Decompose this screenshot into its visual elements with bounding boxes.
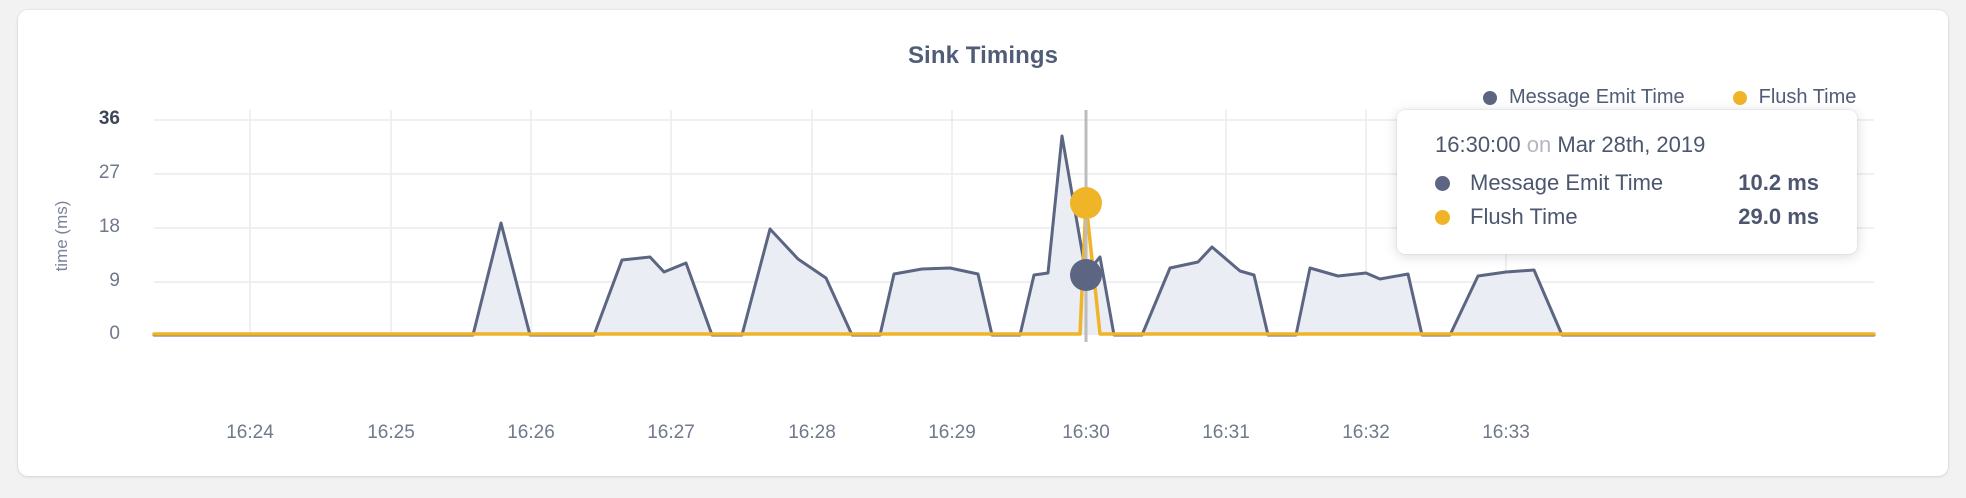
page-title: Sink Timings bbox=[907, 42, 1059, 69]
x-axis-tick-1627: 16:27 bbox=[647, 422, 695, 443]
x-axis-tick-1624: 16:24 bbox=[226, 422, 274, 443]
x-axis-tick-1630: 16:30 bbox=[1062, 422, 1110, 443]
tooltip-row-message-emit-time: Message Emit Time 10.2 ms bbox=[1435, 170, 1819, 196]
chart-card: Sink Timings bbox=[18, 10, 1948, 476]
series-dot-icon bbox=[1435, 209, 1450, 225]
x-axis-tick-1632: 16:32 bbox=[1342, 422, 1390, 443]
chart-tooltip: 16:30:00 on Mar 28th, 2019 Message Emit … bbox=[1397, 110, 1857, 254]
legend-dot-icon bbox=[1483, 90, 1497, 105]
x-axis-tick-1631: 16:31 bbox=[1202, 422, 1250, 443]
x-axis-tick-1626: 16:26 bbox=[507, 422, 555, 443]
x-axis-tick-1625: 16:25 bbox=[367, 422, 415, 443]
chart-plot-area[interactable]: time (ms) 36 27 18 9 0 16:24 16:25 16:26… bbox=[18, 10, 1948, 476]
y-axis-tick-36: 36 bbox=[98, 108, 120, 129]
tooltip-header: 16:30:00 on Mar 28th, 2019 bbox=[1435, 132, 1819, 158]
legend-dot-icon bbox=[1732, 90, 1747, 105]
legend-item-flush-time[interactable]: Flush Time bbox=[1732, 86, 1857, 109]
y-axis-tick-0: 0 bbox=[109, 323, 120, 344]
tooltip-value-message-emit-time: 10.2 ms bbox=[1738, 170, 1819, 195]
tooltip-on-word: on bbox=[1526, 132, 1552, 157]
chart-legend: Message Emit Time Flush Time bbox=[1483, 86, 1856, 109]
y-axis-tick-18: 18 bbox=[98, 216, 120, 237]
tooltip-time: 16:30:00 bbox=[1435, 132, 1521, 157]
legend-label-flush-time: Flush Time bbox=[1758, 86, 1857, 108]
hover-point-message-emit-time bbox=[1070, 259, 1102, 291]
tooltip-row-flush-time: Flush Time 29.0 ms bbox=[1435, 204, 1819, 230]
series-line-message-emit-time bbox=[152, 134, 1876, 337]
x-axis-tick-1629: 16:29 bbox=[928, 422, 976, 443]
legend-item-message-emit-time[interactable]: Message Emit Time bbox=[1483, 86, 1685, 109]
legend-label-message-emit-time: Message Emit Time bbox=[1509, 86, 1685, 108]
y-axis-tick-9: 9 bbox=[109, 270, 120, 291]
x-axis-tick-1628: 16:28 bbox=[788, 422, 836, 443]
series-dot-icon bbox=[1435, 175, 1450, 191]
tooltip-label-message-emit-time: Message Emit Time bbox=[1470, 170, 1664, 195]
tooltip-value-flush-time: 29.0 ms bbox=[1738, 204, 1819, 229]
x-axis-tick-1633: 16:33 bbox=[1482, 422, 1530, 443]
hover-point-flush-time bbox=[1070, 187, 1102, 219]
chart-svg[interactable] bbox=[18, 10, 1948, 476]
tooltip-label-flush-time: Flush Time bbox=[1470, 204, 1578, 229]
y-axis-tick-27: 27 bbox=[98, 162, 120, 183]
tooltip-date: Mar 28th, 2019 bbox=[1557, 132, 1706, 157]
